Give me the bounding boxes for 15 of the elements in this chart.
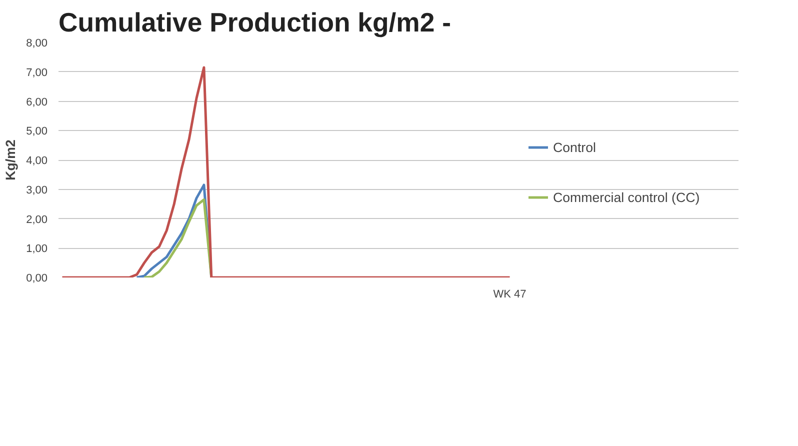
y-axis-title: Kg/m2: [3, 140, 18, 180]
x-tick-label: WK 47: [493, 288, 526, 300]
chart-title: Cumulative Production kg/m2 -: [58, 8, 451, 38]
y-tick-label: 7,00: [26, 66, 48, 79]
y-tick-label: 5,00: [26, 126, 48, 138]
y-tick-label: 4,00: [26, 155, 48, 167]
y-tick-label: 8,00: [26, 38, 48, 50]
y-tick-label: 0,00: [26, 272, 48, 284]
legend-label: Control: [553, 140, 596, 154]
y-tick-label: 6,00: [26, 96, 48, 108]
line-series: [60, 66, 512, 278]
legend-label: Commercial control (CC): [553, 190, 700, 204]
y-tick-label: 2,00: [26, 214, 48, 226]
y-tick-label: 1,00: [26, 243, 48, 256]
y-tick-label: 3,00: [26, 184, 48, 196]
